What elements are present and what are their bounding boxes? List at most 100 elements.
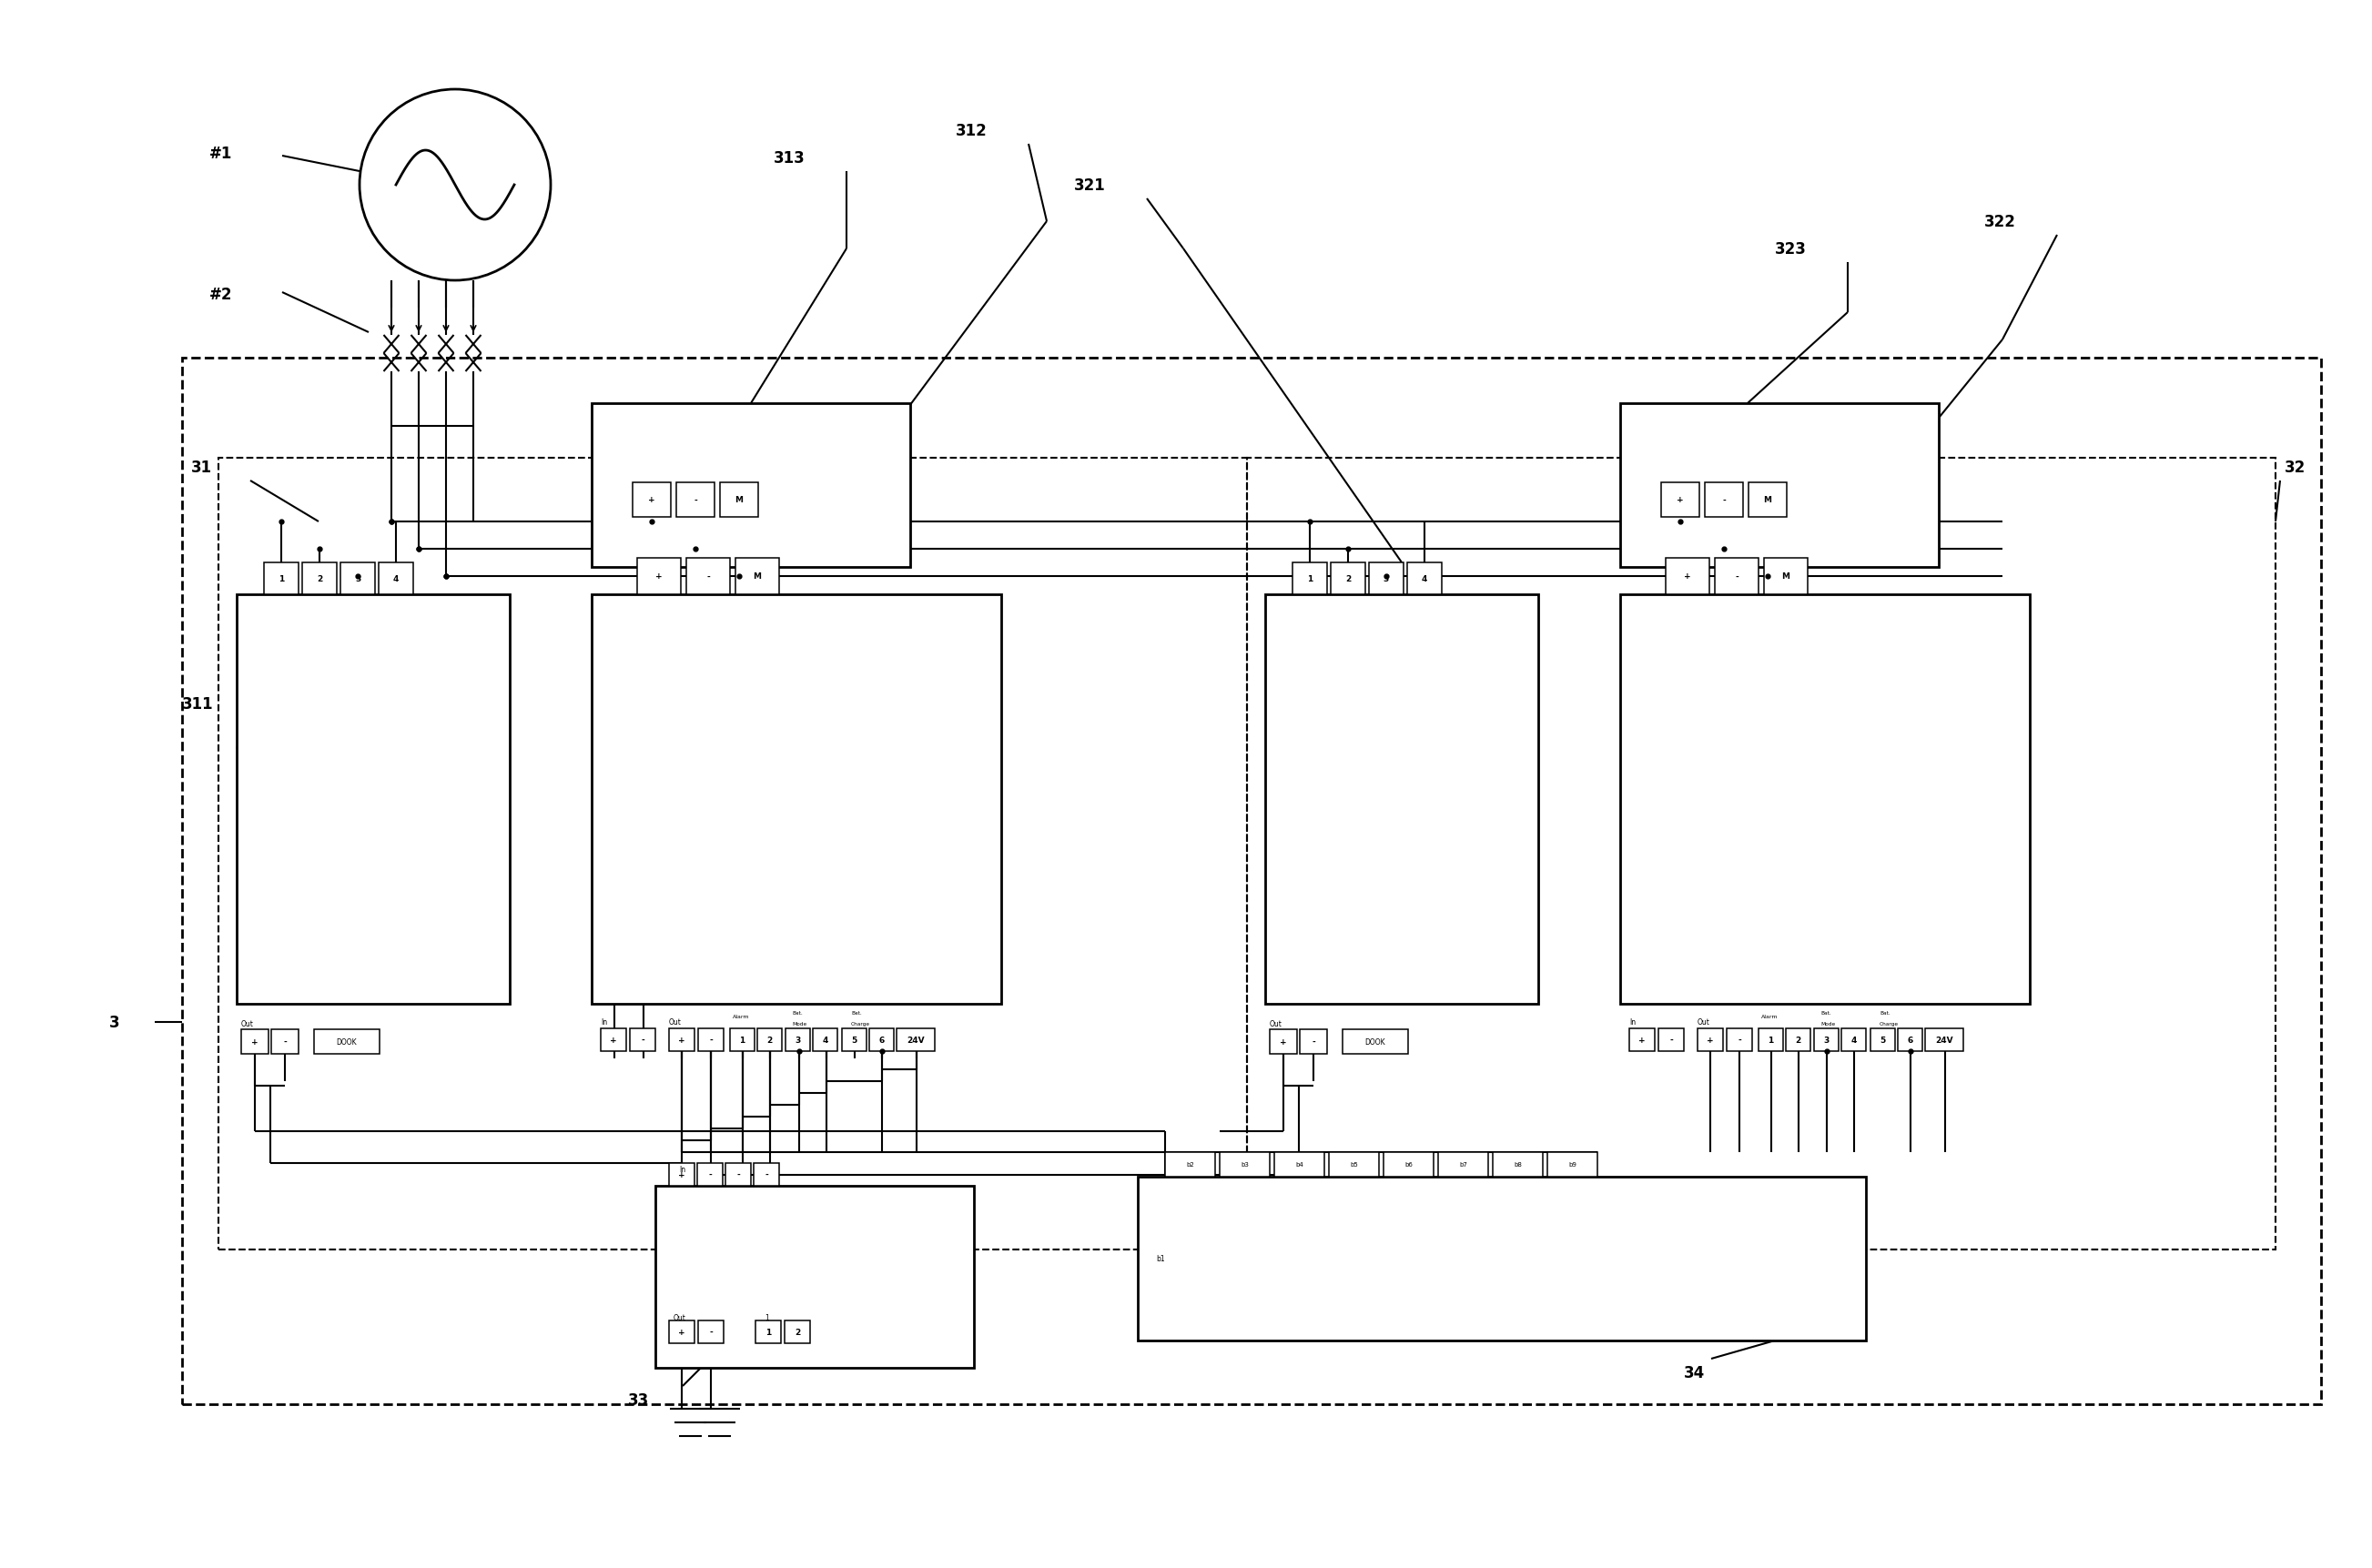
FancyBboxPatch shape [785, 1320, 811, 1344]
Text: 32: 32 [2284, 459, 2306, 475]
Text: 33: 33 [629, 1391, 650, 1408]
Text: 2: 2 [795, 1328, 799, 1336]
FancyBboxPatch shape [1293, 563, 1326, 594]
FancyBboxPatch shape [697, 1029, 723, 1052]
Text: 1: 1 [1307, 575, 1312, 583]
FancyBboxPatch shape [669, 1320, 695, 1344]
FancyBboxPatch shape [1369, 563, 1404, 594]
FancyBboxPatch shape [1219, 1152, 1269, 1178]
Text: +: + [1684, 572, 1691, 580]
Text: -: - [764, 1171, 769, 1179]
Text: -: - [1734, 572, 1739, 580]
Text: -: - [707, 572, 709, 580]
Text: 6: 6 [1907, 1036, 1912, 1044]
FancyBboxPatch shape [754, 1163, 778, 1185]
FancyBboxPatch shape [1269, 1030, 1297, 1054]
Text: DOOK: DOOK [337, 1038, 358, 1046]
FancyBboxPatch shape [1715, 558, 1758, 594]
FancyBboxPatch shape [1383, 1152, 1433, 1178]
Text: Out: Out [242, 1021, 254, 1029]
FancyBboxPatch shape [263, 563, 299, 594]
FancyBboxPatch shape [655, 1185, 975, 1367]
FancyBboxPatch shape [1926, 1029, 1964, 1052]
Text: 2: 2 [1345, 575, 1352, 583]
FancyBboxPatch shape [814, 1029, 837, 1052]
FancyBboxPatch shape [342, 563, 375, 594]
Text: 4: 4 [394, 575, 398, 583]
FancyBboxPatch shape [591, 405, 911, 568]
Text: 1: 1 [764, 1314, 769, 1322]
FancyBboxPatch shape [735, 558, 778, 594]
Text: +: + [678, 1171, 686, 1179]
Text: -: - [693, 495, 697, 505]
Text: Charge: Charge [1879, 1022, 1900, 1027]
FancyBboxPatch shape [301, 563, 337, 594]
FancyBboxPatch shape [600, 1029, 626, 1052]
FancyBboxPatch shape [1727, 1029, 1753, 1052]
FancyBboxPatch shape [591, 594, 1001, 1004]
Text: 312: 312 [956, 122, 987, 140]
FancyBboxPatch shape [1437, 1152, 1487, 1178]
FancyBboxPatch shape [1841, 1029, 1867, 1052]
Text: In: In [600, 1018, 607, 1027]
Text: 1: 1 [278, 575, 285, 583]
Text: M: M [1781, 572, 1791, 580]
Text: 311: 311 [183, 696, 213, 712]
Text: -: - [709, 1171, 712, 1179]
FancyBboxPatch shape [1343, 1030, 1409, 1054]
FancyBboxPatch shape [242, 1030, 268, 1054]
Text: 4: 4 [823, 1036, 828, 1044]
Text: 1: 1 [766, 1328, 771, 1336]
FancyBboxPatch shape [1165, 1152, 1214, 1178]
Text: 6: 6 [878, 1036, 885, 1044]
Text: DOOK: DOOK [1364, 1038, 1385, 1046]
Text: 24V: 24V [1936, 1036, 1952, 1044]
Text: 24V: 24V [906, 1036, 925, 1044]
Text: b4: b4 [1295, 1162, 1302, 1167]
Text: -: - [1739, 1036, 1741, 1044]
FancyBboxPatch shape [1407, 563, 1442, 594]
FancyBboxPatch shape [1630, 1029, 1656, 1052]
FancyBboxPatch shape [1492, 1152, 1542, 1178]
FancyBboxPatch shape [638, 558, 681, 594]
Text: 1: 1 [740, 1036, 745, 1044]
Text: 2: 2 [315, 575, 323, 583]
FancyBboxPatch shape [631, 1029, 655, 1052]
FancyBboxPatch shape [1698, 1029, 1722, 1052]
FancyBboxPatch shape [842, 1029, 866, 1052]
Text: M: M [735, 495, 742, 505]
Text: 313: 313 [773, 151, 806, 166]
FancyBboxPatch shape [1765, 558, 1807, 594]
FancyBboxPatch shape [1331, 563, 1366, 594]
Text: 2: 2 [766, 1036, 773, 1044]
FancyBboxPatch shape [676, 483, 714, 517]
Text: Alarm: Alarm [1762, 1014, 1779, 1019]
Text: +: + [655, 572, 662, 580]
FancyBboxPatch shape [1658, 1029, 1684, 1052]
Text: -: - [735, 1171, 740, 1179]
Text: 1: 1 [1767, 1036, 1774, 1044]
Text: Mode: Mode [1819, 1022, 1836, 1027]
FancyBboxPatch shape [1815, 1029, 1838, 1052]
Text: Out: Out [1698, 1018, 1710, 1027]
FancyBboxPatch shape [754, 1320, 780, 1344]
Text: Out: Out [674, 1314, 686, 1322]
FancyBboxPatch shape [1264, 594, 1539, 1004]
Text: #1: #1 [209, 146, 232, 162]
Text: -: - [282, 1038, 287, 1046]
FancyBboxPatch shape [785, 1029, 811, 1052]
Text: b6: b6 [1404, 1162, 1414, 1167]
Text: In: In [1630, 1018, 1637, 1027]
Text: +: + [648, 495, 655, 505]
Text: 322: 322 [1985, 213, 2016, 230]
FancyBboxPatch shape [1547, 1152, 1596, 1178]
Text: 321: 321 [1075, 177, 1105, 194]
Text: Bat.: Bat. [792, 1011, 802, 1016]
FancyBboxPatch shape [697, 1320, 723, 1344]
Text: 4: 4 [1421, 575, 1428, 583]
FancyBboxPatch shape [1660, 483, 1698, 517]
Text: -: - [640, 1036, 645, 1044]
Text: -: - [709, 1036, 712, 1044]
FancyBboxPatch shape [380, 563, 413, 594]
FancyBboxPatch shape [1705, 483, 1743, 517]
